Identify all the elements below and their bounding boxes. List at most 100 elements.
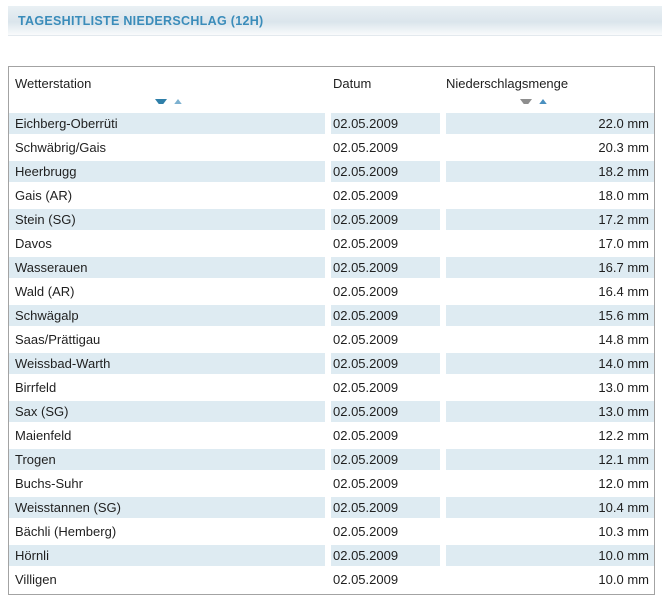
station-cell: Wasserauen [9, 257, 325, 278]
date-cell: 02.05.2009 [331, 401, 440, 422]
precipitation-table: Wetterstation Datum Niederschlagsmenge [8, 66, 655, 595]
station-cell: Davos [15, 236, 52, 251]
date-cell: 02.05.2009 [333, 572, 399, 587]
date-cell: 02.05.2009 [331, 305, 440, 326]
page-title: TAGESHITLISTE NIEDERSCHLAG (12H) [18, 14, 264, 28]
amount-sort-controls [520, 99, 549, 104]
amount-cell: 10.0 mm [598, 572, 649, 587]
table-row: Stein (SG) 02.05.2009 17.2 mm [9, 209, 654, 230]
amount-cell: 18.2 mm [446, 161, 654, 182]
column-header-wetterstation[interactable]: Wetterstation [15, 76, 92, 91]
table-row: Davos 02.05.2009 17.0 mm [9, 233, 654, 254]
amount-sort-cell [446, 94, 654, 104]
amount-cell: 10.0 mm [446, 545, 654, 566]
table-row: Weisstannen (SG) 02.05.2009 10.4 mm [9, 497, 654, 518]
table-row: Birrfeld 02.05.2009 13.0 mm [9, 377, 654, 398]
table-row: Saas/Prättigau 02.05.2009 14.8 mm [9, 329, 654, 350]
date-cell: 02.05.2009 [331, 113, 440, 134]
table-row: Eichberg-Oberrüti 02.05.2009 22.0 mm [9, 113, 654, 134]
date-cell: 02.05.2009 [333, 332, 399, 347]
amount-cell: 18.0 mm [598, 188, 649, 203]
amount-cell: 15.6 mm [446, 305, 654, 326]
station-cell: Sax (SG) [9, 401, 325, 422]
station-sort-controls [155, 99, 184, 104]
station-cell: Maienfeld [15, 428, 72, 443]
table-row: Heerbrugg 02.05.2009 18.2 mm [9, 161, 654, 182]
date-cell: 02.05.2009 [331, 497, 440, 518]
station-cell: Bächli (Hemberg) [15, 524, 117, 539]
date-cell: 02.05.2009 [333, 380, 399, 395]
station-cell: Wald (AR) [15, 284, 75, 299]
table-row: Villigen 02.05.2009 10.0 mm [9, 569, 654, 590]
date-cell: 02.05.2009 [333, 284, 399, 299]
date-cell: 02.05.2009 [333, 428, 399, 443]
station-cell: Villigen [15, 572, 57, 587]
amount-cell: 16.7 mm [446, 257, 654, 278]
sort-desc-icon-niederschlagsmenge[interactable] [520, 99, 532, 104]
amount-cell: 13.0 mm [598, 380, 649, 395]
date-cell: 02.05.2009 [333, 476, 399, 491]
station-cell: Weisstannen (SG) [9, 497, 325, 518]
amount-cell: 17.0 mm [598, 236, 649, 251]
column-labels-row: Wetterstation Datum Niederschlagsmenge [9, 76, 654, 91]
amount-cell: 22.0 mm [446, 113, 654, 134]
station-cell: Weissbad-Warth [9, 353, 325, 374]
station-cell: Stein (SG) [9, 209, 325, 230]
date-cell: 02.05.2009 [333, 140, 399, 155]
sort-asc-icon-wetterstation[interactable] [172, 99, 184, 104]
amount-cell: 14.8 mm [598, 332, 649, 347]
table-row: Schwäbrig/Gais 02.05.2009 20.3 mm [9, 137, 654, 158]
station-cell: Birrfeld [15, 380, 57, 395]
date-cell: 02.05.2009 [333, 524, 399, 539]
amount-cell: 10.4 mm [446, 497, 654, 518]
amount-cell: 13.0 mm [446, 401, 654, 422]
table-row: Bächli (Hemberg) 02.05.2009 10.3 mm [9, 521, 654, 542]
table-row: Sax (SG) 02.05.2009 13.0 mm [9, 401, 654, 422]
table-row: Maienfeld 02.05.2009 12.2 mm [9, 425, 654, 446]
table-row: Gais (AR) 02.05.2009 18.0 mm [9, 185, 654, 206]
station-cell: Schwägalp [9, 305, 325, 326]
station-cell: Saas/Prättigau [15, 332, 101, 347]
station-cell: Gais (AR) [15, 188, 73, 203]
amount-cell: 12.0 mm [598, 476, 649, 491]
amount-cell: 10.3 mm [598, 524, 649, 539]
station-cell: Eichberg-Oberrüti [9, 113, 325, 134]
date-cell: 02.05.2009 [331, 209, 440, 230]
table-row: Schwägalp 02.05.2009 15.6 mm [9, 305, 654, 326]
date-cell: 02.05.2009 [333, 188, 399, 203]
station-cell: Schwäbrig/Gais [15, 140, 107, 155]
amount-cell: 14.0 mm [446, 353, 654, 374]
amount-cell: 12.2 mm [598, 428, 649, 443]
table-row: Weissbad-Warth 02.05.2009 14.0 mm [9, 353, 654, 374]
column-header-datum[interactable]: Datum [333, 76, 372, 91]
date-cell: 02.05.2009 [331, 353, 440, 374]
table-header: Wetterstation Datum Niederschlagsmenge [9, 67, 654, 113]
date-cell: 02.05.2009 [333, 236, 399, 251]
amount-cell: 17.2 mm [446, 209, 654, 230]
sort-asc-icon-niederschlagsmenge[interactable] [537, 99, 549, 104]
station-cell: Heerbrugg [9, 161, 325, 182]
station-cell: Hörnli [9, 545, 325, 566]
station-sort-cell [9, 94, 325, 104]
sort-desc-icon-wetterstation[interactable] [155, 99, 167, 104]
sort-controls-row [9, 94, 654, 104]
table-row: Hörnli 02.05.2009 10.0 mm [9, 545, 654, 566]
table-body: Eichberg-Oberrüti 02.05.2009 22.0 mm Sch… [9, 113, 654, 594]
amount-cell: 20.3 mm [598, 140, 649, 155]
column-header-niederschlagsmenge[interactable]: Niederschlagsmenge [446, 76, 569, 91]
date-cell: 02.05.2009 [331, 545, 440, 566]
amount-cell: 16.4 mm [598, 284, 649, 299]
station-cell: Trogen [9, 449, 325, 470]
date-sort-cell [331, 94, 440, 104]
amount-cell: 12.1 mm [446, 449, 654, 470]
table-row: Wasserauen 02.05.2009 16.7 mm [9, 257, 654, 278]
date-cell: 02.05.2009 [331, 257, 440, 278]
date-cell: 02.05.2009 [331, 161, 440, 182]
station-cell: Buchs-Suhr [15, 476, 83, 491]
section-header-bar: TAGESHITLISTE NIEDERSCHLAG (12H) [8, 6, 662, 36]
table-row: Trogen 02.05.2009 12.1 mm [9, 449, 654, 470]
table-row: Wald (AR) 02.05.2009 16.4 mm [9, 281, 654, 302]
table-row: Buchs-Suhr 02.05.2009 12.0 mm [9, 473, 654, 494]
date-cell: 02.05.2009 [331, 449, 440, 470]
